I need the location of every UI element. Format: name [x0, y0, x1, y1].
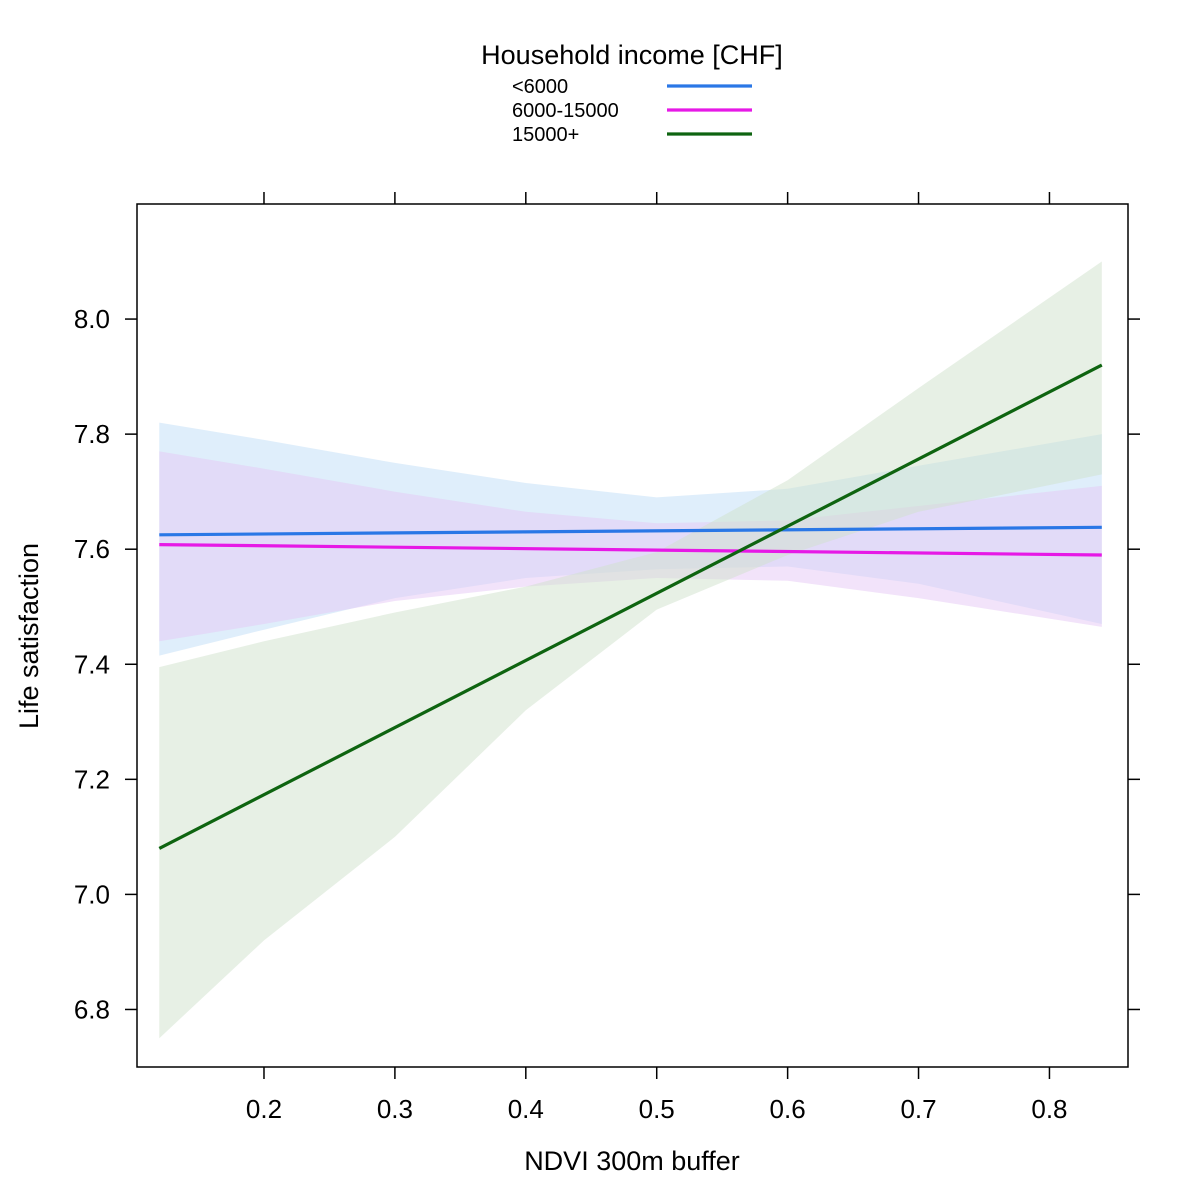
- x-axis-title: NDVI 300m buffer: [524, 1146, 740, 1176]
- x-tick-label: 0.8: [1031, 1094, 1067, 1124]
- y-tick-label: 7.8: [74, 419, 110, 449]
- y-tick-label: 7.6: [74, 534, 110, 564]
- legend-label: 15000+: [512, 124, 579, 146]
- y-tick-label: 7.4: [74, 649, 110, 679]
- x-tick-label: 0.6: [770, 1094, 806, 1124]
- x-tick-label: 0.7: [900, 1094, 936, 1124]
- legend-label: <6000: [512, 76, 568, 98]
- y-tick-label: 7.0: [74, 879, 110, 909]
- legend: Household income [CHF] <60006000-1500015…: [481, 40, 783, 146]
- x-tick-label: 0.4: [508, 1094, 544, 1124]
- legend-label: 6000-15000: [512, 100, 619, 122]
- chart: Household income [CHF] <60006000-1500015…: [0, 0, 1200, 1200]
- y-tick-label: 7.2: [74, 764, 110, 794]
- confidence-bands: [159, 262, 1102, 1039]
- legend-title: Household income [CHF]: [481, 40, 783, 70]
- plot-frame: [137, 204, 1128, 1067]
- x-tick-label: 0.3: [377, 1094, 413, 1124]
- y-axis-title: Life satisfaction: [14, 543, 44, 729]
- x-tick-label: 0.5: [639, 1094, 675, 1124]
- y-tick-label: 8.0: [74, 304, 110, 334]
- x-tick-label: 0.2: [246, 1094, 282, 1124]
- ci-band-15000plus: [159, 262, 1102, 1039]
- y-tick-label: 6.8: [74, 994, 110, 1024]
